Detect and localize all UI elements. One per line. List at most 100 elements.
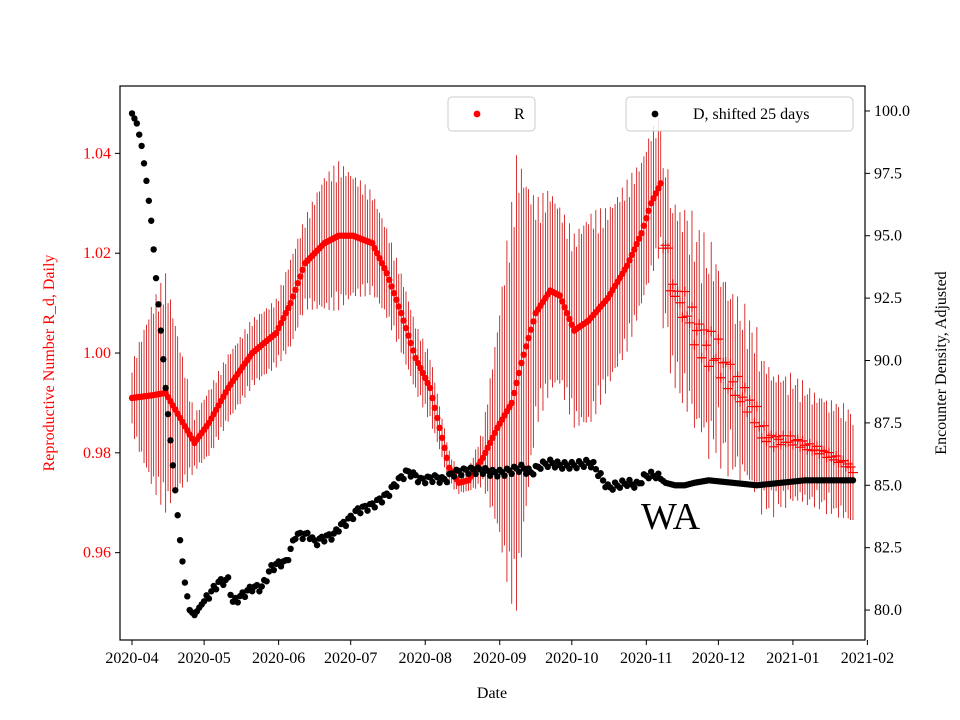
- d-point: [479, 470, 487, 478]
- r-point: [563, 309, 571, 317]
- r-point: [434, 414, 441, 422]
- r-projection-point: [768, 441, 779, 452]
- d-point: [566, 465, 573, 472]
- r-point: [518, 359, 525, 367]
- r-point: [385, 276, 393, 284]
- d-point: [364, 507, 371, 514]
- left-y-tick-label: 0.96: [83, 545, 111, 562]
- d-point: [131, 115, 138, 122]
- d-point: [152, 274, 160, 282]
- d-point: [465, 470, 472, 478]
- d-point: [551, 464, 559, 471]
- r-point: [280, 314, 287, 322]
- d-point: [160, 356, 167, 363]
- d-point: [133, 120, 141, 127]
- r-projection-point: [732, 371, 743, 382]
- r-point: [275, 324, 282, 332]
- d-point: [385, 492, 393, 500]
- r-projection-point: [677, 312, 688, 323]
- d-point: [631, 484, 638, 491]
- d-point: [174, 512, 181, 519]
- d-point: [587, 464, 595, 471]
- d-point: [443, 478, 451, 486]
- r-point: [657, 180, 664, 187]
- d-point: [349, 515, 357, 523]
- left-y-axis-ticks: 0.96 0.98 1.00 1.02 1.04: [83, 145, 120, 562]
- x-tick-label: 2020-12: [692, 650, 745, 667]
- r-projection-point: [674, 297, 685, 308]
- d-point: [590, 458, 597, 466]
- x-tick-label: 2020-10: [545, 650, 598, 667]
- x-tick-label: 2020-04: [105, 650, 158, 667]
- r-point: [378, 259, 386, 267]
- d-point: [299, 535, 306, 543]
- x-tick-label: 2020-09: [473, 650, 526, 667]
- right-y-tick-label: 90.0: [874, 353, 902, 370]
- r-point: [441, 444, 448, 452]
- r-projection-point: [715, 372, 726, 383]
- r-point: [479, 454, 487, 462]
- r-point: [652, 190, 660, 197]
- d-point: [138, 142, 145, 150]
- r-projection-point: [706, 326, 717, 337]
- r-projection-point: [694, 319, 705, 330]
- d-point: [458, 471, 465, 479]
- r-projection-point: [670, 291, 681, 302]
- d-point: [645, 475, 652, 482]
- d-point: [357, 509, 364, 517]
- r-projection-point: [775, 439, 786, 450]
- d-point: [150, 246, 157, 253]
- d-point: [136, 131, 143, 138]
- r-point: [527, 326, 535, 333]
- r-point: [655, 185, 662, 192]
- r-projection-point: [713, 334, 724, 345]
- r-projection-point: [845, 462, 856, 473]
- d-point: [143, 177, 150, 185]
- r-projection-point: [725, 359, 736, 370]
- r-point: [443, 454, 451, 462]
- r-projection-point: [682, 311, 693, 322]
- x-axis-label: Date: [477, 685, 507, 702]
- r-point: [400, 317, 407, 324]
- d-point: [227, 591, 234, 599]
- x-tick-label: 2020-06: [252, 650, 305, 667]
- r-point: [429, 394, 436, 402]
- d-point: [484, 467, 491, 474]
- r-projection-point: [792, 434, 803, 445]
- r-point: [282, 309, 290, 317]
- d-point: [253, 581, 261, 589]
- d-point: [176, 536, 184, 544]
- r-point: [522, 343, 530, 350]
- r-point: [373, 250, 381, 257]
- r-projection-point: [711, 353, 721, 364]
- d-point: [184, 593, 191, 600]
- r-projection-point: [823, 447, 834, 458]
- r-point: [638, 230, 645, 237]
- r-projection-point: [766, 430, 777, 441]
- d-point: [145, 197, 153, 204]
- x-tick-label: 2021-02: [841, 650, 894, 667]
- r-projection-point: [737, 392, 748, 403]
- r-point: [635, 235, 643, 242]
- r-projection-point: [739, 382, 750, 393]
- r-projection-point: [689, 339, 700, 350]
- d-point: [544, 463, 551, 471]
- r-point: [287, 299, 294, 307]
- r-point: [376, 254, 383, 262]
- r-projection-point: [679, 286, 690, 297]
- d-point: [849, 477, 857, 484]
- r-projection-point: [816, 445, 827, 456]
- r-projection-point: [667, 279, 678, 290]
- legend-r-label: R: [514, 106, 525, 123]
- r-point: [371, 245, 378, 252]
- r-projection-point: [684, 317, 695, 328]
- r-point: [417, 364, 424, 372]
- legend-d-marker: [651, 110, 659, 118]
- r-point: [273, 329, 280, 337]
- r-point: [407, 339, 414, 347]
- r-point: [484, 444, 491, 452]
- r-point: [489, 434, 496, 442]
- d-point: [472, 470, 479, 478]
